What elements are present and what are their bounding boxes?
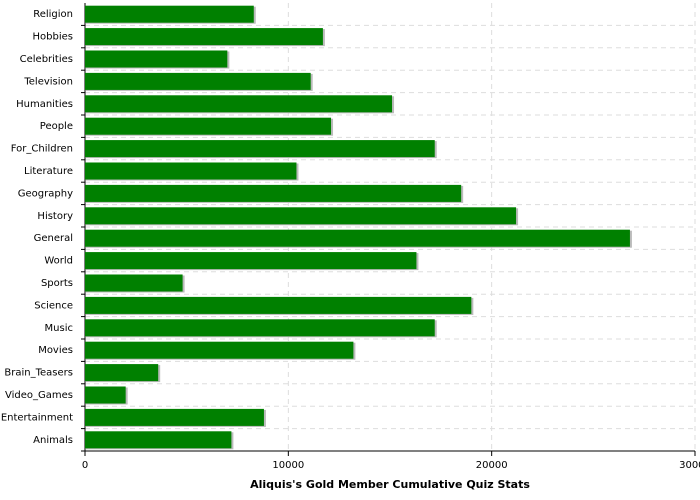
bar [85,229,630,247]
y-tick-label: Literature [24,166,73,177]
bar [85,207,517,225]
bar [85,162,297,180]
bar [85,5,254,23]
bar [85,140,435,158]
x-tick-label: 10000 [272,460,304,471]
bar [85,296,472,314]
x-tick-label: 20000 [476,460,508,471]
y-tick-label: World [44,256,73,267]
y-tick-label: Television [23,76,73,87]
y-tick-label: For_Children [11,144,73,155]
bar [85,50,228,68]
y-tick-label: Music [45,323,73,334]
y-tick-label: Movies [38,345,73,356]
bar [85,431,232,449]
y-tick-label: Celebrities [20,54,73,65]
y-tick-label: Sports [41,278,73,289]
bar [85,28,323,46]
bar [85,274,183,292]
bar [85,319,435,337]
bar [85,184,462,202]
bar [85,341,354,359]
bar [85,95,393,113]
y-tick-label: Hobbies [33,32,73,43]
y-tick-label: People [40,121,73,132]
x-tick-label: 0 [82,460,88,471]
bar [85,117,332,135]
y-tick-label: Science [34,300,73,311]
y-tick-label: Humanities [16,99,73,110]
x-axis-title: Aliquis's Gold Member Cumulative Quiz St… [250,478,530,491]
x-tick-label: 30000 [679,460,700,471]
y-tick-label: Video_Games [5,390,73,401]
bar [85,386,126,404]
y-tick-label: History [37,211,73,222]
y-tick-label: Animals [33,435,73,446]
y-tick-label: Entertainment [1,412,73,423]
bar [85,72,311,90]
y-tick-label: General [34,233,73,244]
y-tick-label: Brain_Teasers [4,368,73,379]
bar [85,252,417,270]
bar [85,364,159,382]
bar [85,408,264,426]
y-tick-label: Geography [18,188,73,199]
y-tick-label: Religion [33,9,73,20]
